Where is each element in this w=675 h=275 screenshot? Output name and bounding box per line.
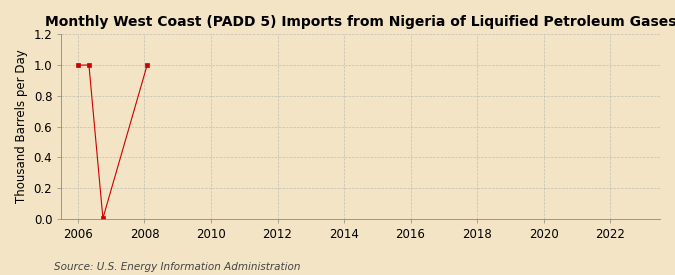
Title: Monthly West Coast (PADD 5) Imports from Nigeria of Liquified Petroleum Gases: Monthly West Coast (PADD 5) Imports from…	[45, 15, 675, 29]
Y-axis label: Thousand Barrels per Day: Thousand Barrels per Day	[15, 50, 28, 204]
Text: Source: U.S. Energy Information Administration: Source: U.S. Energy Information Administ…	[54, 262, 300, 272]
